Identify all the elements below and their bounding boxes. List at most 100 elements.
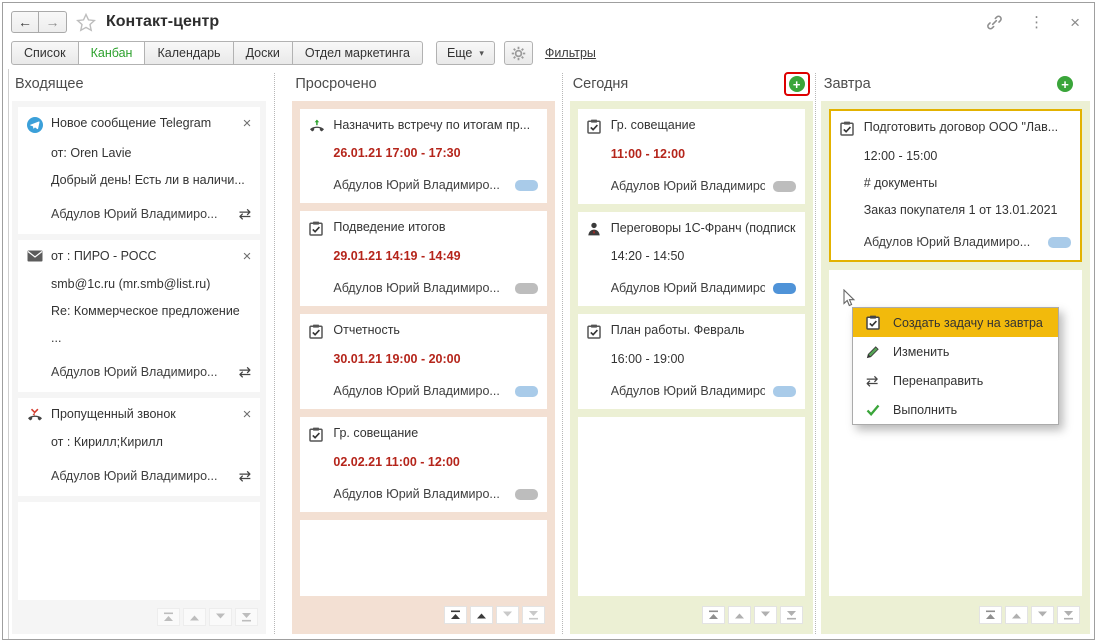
outgoing-call-icon — [309, 119, 325, 133]
card-time: 16:00 - 19:00 — [610, 352, 685, 366]
move-up-button[interactable] — [469, 606, 493, 624]
column-inbox-header: Входящее — [12, 73, 266, 101]
missed-call-icon — [27, 408, 43, 422]
annotation-highlight: + — [783, 72, 810, 96]
empty-card-slot — [300, 520, 547, 596]
move-up-button[interactable] — [183, 608, 207, 626]
column-overdue-header: Просрочено — [292, 73, 554, 101]
card-line: от : Кирилл;Кирилл — [51, 435, 163, 449]
menu-item-edit[interactable]: Изменить — [853, 337, 1058, 366]
task-icon — [586, 119, 603, 134]
move-to-bottom-button[interactable] — [235, 608, 259, 626]
redirect-icon[interactable]: ⇄ — [238, 206, 252, 223]
column-overdue-body: Назначить встречу по итогам пр... 26.01.… — [292, 101, 555, 634]
column-sort-controls — [300, 604, 546, 626]
close-icon[interactable]: × — [242, 115, 252, 132]
link-icon[interactable] — [986, 14, 1003, 31]
task-card[interactable]: Переговоры 1С-Франч (подписк... 14:20 - … — [577, 212, 805, 306]
dropdown-caret-icon: ▾ — [479, 47, 484, 58]
column-inbox: Входящее Новое сообщение Telegram × от: … — [12, 73, 267, 634]
side-panel-splitter[interactable] — [8, 69, 9, 639]
favorite-star-icon[interactable] — [76, 12, 96, 32]
card-time: 14:20 - 14:50 — [610, 249, 685, 263]
column-title: Просрочено — [295, 76, 377, 92]
task-card[interactable]: Подведение итогов 29.01.21 14:19 - 14:49… — [300, 211, 547, 306]
column-tomorrow-header: Завтра + — [821, 73, 1090, 101]
move-up-button[interactable] — [1004, 606, 1028, 624]
move-down-button[interactable] — [753, 606, 777, 624]
card-assignee: Абдулов Юрий Владимиро... — [610, 179, 765, 193]
card-title: Подготовить договор ООО "Лав... — [863, 120, 1059, 134]
card-time: 12:00 - 15:00 — [863, 149, 938, 163]
tab-doski[interactable]: Доски — [233, 41, 293, 65]
more-button[interactable]: Еще ▾ — [435, 41, 495, 65]
task-card[interactable]: Гр. совещание 02.02.21 11:00 - 12:00 Абд… — [300, 417, 547, 512]
move-down-button[interactable] — [495, 606, 519, 624]
move-to-bottom-button[interactable] — [779, 606, 803, 624]
check-icon — [866, 404, 882, 416]
move-to-top-button[interactable] — [443, 606, 467, 624]
card-title: от : ПИРО - РОСС — [51, 249, 157, 263]
card-assignee: Абдулов Юрий Владимиро... — [51, 207, 218, 221]
move-down-button[interactable] — [1030, 606, 1054, 624]
card-title: План работы. Февраль — [610, 323, 745, 337]
tab-kanban[interactable]: Канбан — [78, 41, 146, 65]
tab-spisok[interactable]: Список — [11, 41, 79, 65]
kanban-board: Входящее Новое сообщение Telegram × от: … — [12, 72, 1090, 634]
add-task-today-button[interactable]: + — [788, 76, 805, 92]
card-title: Гр. совещание — [610, 118, 696, 132]
card-title: Новое сообщение Telegram — [51, 116, 212, 130]
menu-item-complete[interactable]: Выполнить — [853, 395, 1058, 424]
card-title: Подведение итогов — [333, 220, 446, 234]
task-card[interactable]: Гр. совещание 11:00 - 12:00 Абдулов Юрий… — [577, 109, 805, 204]
inbox-card-email[interactable]: от : ПИРО - РОСС × smb@1c.ru (mr.smb@lis… — [18, 240, 261, 392]
move-down-button[interactable] — [209, 608, 233, 626]
column-title: Входящее — [15, 76, 84, 92]
card-time: 30.01.21 19:00 - 20:00 — [333, 352, 461, 366]
card-line: от: Oren Lavie — [51, 146, 132, 160]
close-icon[interactable]: × — [1070, 12, 1080, 32]
menu-item-label: Создать задачу на завтра — [893, 315, 1043, 330]
menu-item-redirect[interactable]: ⇄ Перенаправить — [853, 366, 1058, 395]
gear-icon — [511, 46, 526, 61]
card-line: smb@1c.ru (mr.smb@list.ru) — [51, 277, 211, 291]
move-to-top-button[interactable] — [978, 606, 1002, 624]
move-to-bottom-button[interactable] — [521, 606, 545, 624]
back-button[interactable]: ← — [11, 11, 39, 33]
inbox-card-telegram[interactable]: Новое сообщение Telegram × от: Oren Lavi… — [18, 107, 261, 234]
move-to-top-button[interactable] — [157, 608, 181, 626]
status-badge — [772, 180, 796, 192]
move-to-bottom-button[interactable] — [1056, 606, 1080, 624]
pencil-icon — [866, 345, 882, 359]
card-assignee: Абдулов Юрий Владимиро... — [333, 384, 500, 398]
close-icon[interactable]: × — [242, 406, 252, 423]
task-card[interactable]: Назначить встречу по итогам пр... 26.01.… — [300, 109, 547, 203]
menu-item-create-task-tomorrow[interactable]: Создать задачу на завтра — [853, 308, 1058, 337]
column-overdue: Просрочено Назначить встречу по итогам п… — [292, 73, 555, 634]
move-up-button[interactable] — [727, 606, 751, 624]
filters-link[interactable]: Фильтры — [544, 46, 596, 60]
inbox-card-missed-call[interactable]: Пропущенный звонок × от : Кирилл;Кирилл … — [18, 398, 261, 496]
card-assignee: Абдулов Юрий Владимиро... — [863, 235, 1031, 249]
redirect-icon[interactable]: ⇄ — [238, 364, 252, 381]
task-card[interactable]: Отчетность 30.01.21 19:00 - 20:00 Абдуло… — [300, 314, 547, 409]
settings-button[interactable] — [503, 41, 533, 65]
card-assignee: Абдулов Юрий Владимиро... — [51, 469, 218, 483]
kebab-menu-icon[interactable]: ⋮ — [1029, 13, 1045, 31]
task-card[interactable]: План работы. Февраль 16:00 - 19:00 Абдул… — [577, 314, 805, 409]
forward-button[interactable]: → — [39, 11, 67, 33]
column-divider — [561, 73, 563, 634]
task-card-selected[interactable]: Подготовить договор ООО "Лав... 12:00 - … — [828, 109, 1082, 262]
task-icon — [839, 121, 856, 136]
menu-item-label: Изменить — [893, 344, 950, 359]
add-task-tomorrow-button[interactable]: + — [1056, 76, 1073, 92]
card-title: Отчетность — [333, 323, 400, 337]
redirect-icon[interactable]: ⇄ — [238, 468, 252, 485]
redirect-icon: ⇄ — [866, 372, 879, 390]
move-to-top-button[interactable] — [701, 606, 725, 624]
close-icon[interactable]: × — [242, 248, 252, 265]
task-icon — [309, 427, 325, 442]
tab-kalendar[interactable]: Календарь — [145, 41, 234, 65]
status-badge — [514, 282, 538, 294]
tab-otdel-marketinga[interactable]: Отдел маркетинга — [292, 41, 423, 65]
